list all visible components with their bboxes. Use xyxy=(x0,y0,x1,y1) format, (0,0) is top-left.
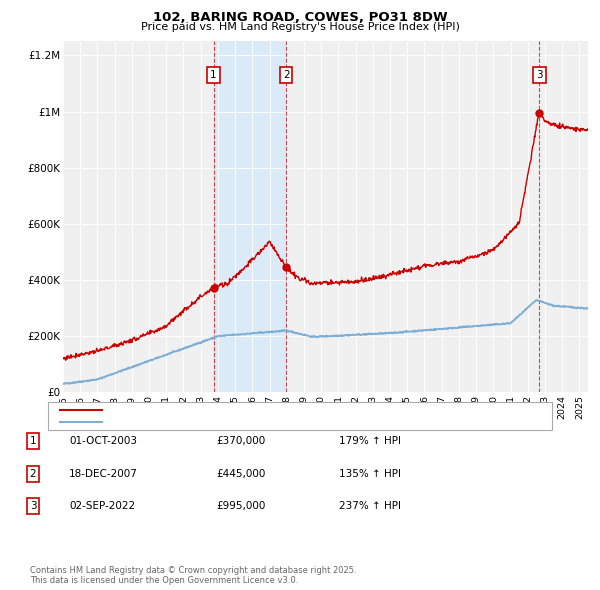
Text: 01-OCT-2003: 01-OCT-2003 xyxy=(69,437,137,446)
Text: Contains HM Land Registry data © Crown copyright and database right 2025.
This d: Contains HM Land Registry data © Crown c… xyxy=(30,566,356,585)
Text: £995,000: £995,000 xyxy=(216,502,265,511)
Text: 02-SEP-2022: 02-SEP-2022 xyxy=(69,502,135,511)
Text: Price paid vs. HM Land Registry's House Price Index (HPI): Price paid vs. HM Land Registry's House … xyxy=(140,22,460,32)
Text: 135% ↑ HPI: 135% ↑ HPI xyxy=(339,469,401,478)
Text: HPI: Average price, semi-detached house, Isle of Wight: HPI: Average price, semi-detached house,… xyxy=(108,417,382,427)
Text: 179% ↑ HPI: 179% ↑ HPI xyxy=(339,437,401,446)
Text: 3: 3 xyxy=(536,70,542,80)
Text: 1: 1 xyxy=(211,70,217,80)
Text: 2: 2 xyxy=(29,469,37,478)
Text: 3: 3 xyxy=(29,502,37,511)
Text: 2: 2 xyxy=(283,70,289,80)
Text: £445,000: £445,000 xyxy=(216,469,265,478)
Text: 1: 1 xyxy=(29,437,37,446)
Text: 237% ↑ HPI: 237% ↑ HPI xyxy=(339,502,401,511)
Bar xyxy=(214,41,286,392)
Text: 102, BARING ROAD, COWES, PO31 8DW (semi-detached house): 102, BARING ROAD, COWES, PO31 8DW (semi-… xyxy=(108,405,425,415)
Text: 102, BARING ROAD, COWES, PO31 8DW: 102, BARING ROAD, COWES, PO31 8DW xyxy=(152,11,448,24)
Text: 18-DEC-2007: 18-DEC-2007 xyxy=(69,469,138,478)
Text: £370,000: £370,000 xyxy=(216,437,265,446)
